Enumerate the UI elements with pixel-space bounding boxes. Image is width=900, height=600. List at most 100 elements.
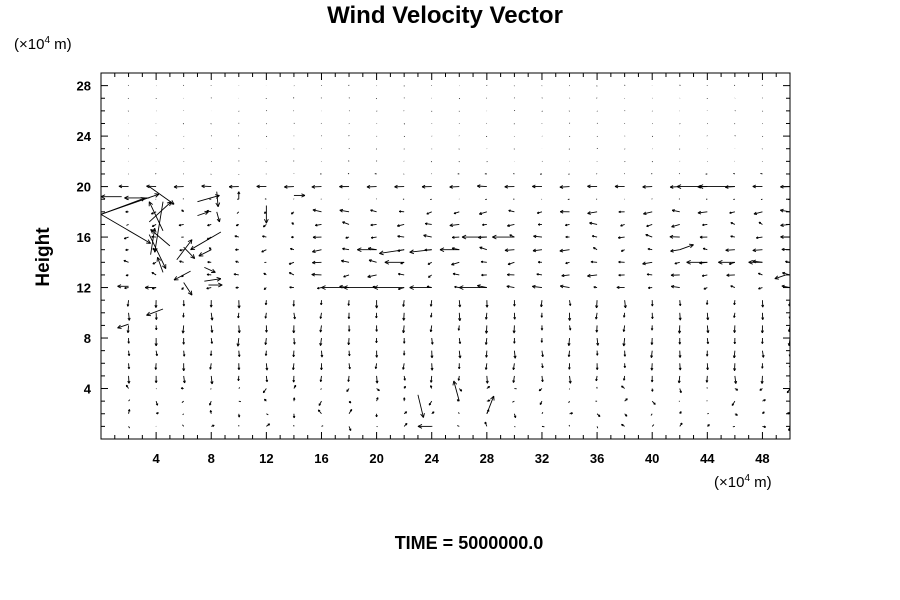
vector-arrow bbox=[788, 312, 790, 319]
x-axis-unit: (×104 m) bbox=[714, 473, 772, 491]
vector-arrow bbox=[348, 408, 353, 414]
vector-arrow bbox=[541, 375, 544, 383]
vector-arrow-major bbox=[439, 247, 460, 253]
vector-arrow bbox=[788, 350, 790, 357]
vector-arrow bbox=[536, 211, 543, 214]
vector-arrow bbox=[430, 337, 434, 345]
vector-arrow bbox=[761, 312, 765, 320]
vector-arrow bbox=[340, 259, 350, 263]
vector-arrow bbox=[428, 274, 432, 278]
vector-arrow bbox=[236, 337, 240, 347]
vector-arrow bbox=[565, 261, 570, 265]
vector-arrow bbox=[201, 184, 212, 189]
vector-arrow bbox=[762, 425, 767, 428]
vector-arrow bbox=[311, 272, 322, 277]
vector-arrow bbox=[568, 325, 572, 331]
vector-arrow bbox=[376, 388, 380, 392]
x-tick-label: 36 bbox=[590, 451, 604, 466]
vector-arrow bbox=[126, 300, 130, 307]
vector-arrow bbox=[595, 325, 599, 333]
vector-arrow bbox=[292, 300, 296, 307]
vector-arrow bbox=[397, 235, 405, 238]
vector-arrow bbox=[403, 411, 408, 415]
vector-arrow bbox=[476, 184, 487, 189]
vector-arrow bbox=[760, 325, 764, 334]
vector-arrow bbox=[618, 260, 625, 264]
vector-arrow bbox=[646, 273, 653, 276]
vector-arrow bbox=[427, 261, 432, 265]
x-unit-prefix: (×10 bbox=[714, 474, 744, 491]
vector-arrow bbox=[237, 300, 241, 309]
vector-arrow bbox=[781, 247, 790, 252]
vector-arrow bbox=[261, 249, 267, 253]
vector-arrow bbox=[319, 375, 323, 382]
vector-arrow bbox=[289, 247, 295, 251]
vector-arrow bbox=[343, 274, 350, 278]
vector-arrow bbox=[670, 284, 680, 289]
vector-arrow bbox=[536, 273, 543, 276]
vector-arrow bbox=[484, 337, 488, 345]
vector-arrow bbox=[540, 312, 544, 318]
vector-arrow bbox=[590, 260, 598, 264]
vector-arrow bbox=[731, 400, 736, 406]
vector-arrow bbox=[375, 325, 378, 332]
vector-arrow bbox=[706, 337, 710, 345]
vector-arrow-major bbox=[459, 285, 487, 290]
vector-arrow-major bbox=[198, 249, 212, 257]
vector-arrow-major bbox=[409, 249, 432, 255]
y-axis-label: Height bbox=[33, 227, 54, 287]
vector-arrow bbox=[642, 261, 653, 266]
vector-arrow bbox=[182, 350, 186, 357]
vector-arrow bbox=[403, 422, 408, 427]
vector-arrow bbox=[154, 312, 158, 320]
vector-arrow-major bbox=[492, 234, 515, 240]
vector-arrow bbox=[375, 300, 379, 309]
vector-arrow bbox=[123, 259, 129, 263]
vector-arrow bbox=[347, 338, 351, 346]
vector-arrow-major bbox=[461, 234, 487, 240]
vector-arrow bbox=[486, 399, 491, 402]
vector-arrow bbox=[733, 325, 737, 333]
vector-arrow-major bbox=[679, 243, 694, 251]
vector-arrow bbox=[788, 426, 790, 432]
vector-arrow bbox=[537, 260, 542, 264]
vector-arrow bbox=[235, 223, 239, 227]
vector-arrow bbox=[513, 300, 516, 307]
vector-arrow bbox=[127, 409, 131, 414]
vector-arrow bbox=[457, 375, 461, 381]
vector-field bbox=[101, 84, 790, 432]
vector-arrow bbox=[787, 337, 790, 347]
vector-arrow bbox=[292, 375, 296, 383]
vector-arrow bbox=[292, 397, 296, 402]
vector-arrow bbox=[293, 337, 296, 345]
vector-arrow-major bbox=[148, 201, 172, 223]
y-tick-labels: 4 8 12 16 20 24 28 bbox=[77, 79, 92, 397]
vector-arrow bbox=[452, 272, 460, 276]
vector-arrow-major bbox=[150, 227, 157, 255]
vector-arrow bbox=[234, 235, 239, 238]
vector-arrow bbox=[347, 172, 350, 175]
vector-arrow-major bbox=[417, 424, 432, 429]
vector-arrow bbox=[152, 261, 157, 265]
vector-arrow bbox=[506, 285, 515, 289]
vector-arrow bbox=[367, 274, 377, 279]
vector-arrow bbox=[292, 350, 295, 358]
vector-arrow-major bbox=[156, 256, 164, 273]
vector-arrow bbox=[403, 385, 406, 389]
plot-frame bbox=[100, 72, 791, 440]
vector-arrow bbox=[786, 388, 790, 394]
vector-arrow-major bbox=[452, 380, 460, 402]
vector-arrow bbox=[347, 300, 350, 306]
y-unit-prefix: (×10 bbox=[14, 36, 44, 53]
vector-arrow bbox=[458, 388, 463, 392]
vector-arrow bbox=[677, 325, 682, 334]
vector-arrow bbox=[182, 300, 186, 307]
vector-arrow bbox=[207, 223, 212, 227]
vector-arrow bbox=[238, 387, 241, 389]
vector-arrow bbox=[265, 375, 269, 383]
vector-arrow bbox=[596, 426, 599, 429]
x-tick-label: 48 bbox=[755, 451, 769, 466]
vector-arrow bbox=[209, 410, 213, 414]
vector-arrow bbox=[228, 184, 239, 189]
vector-arrow bbox=[559, 284, 570, 289]
